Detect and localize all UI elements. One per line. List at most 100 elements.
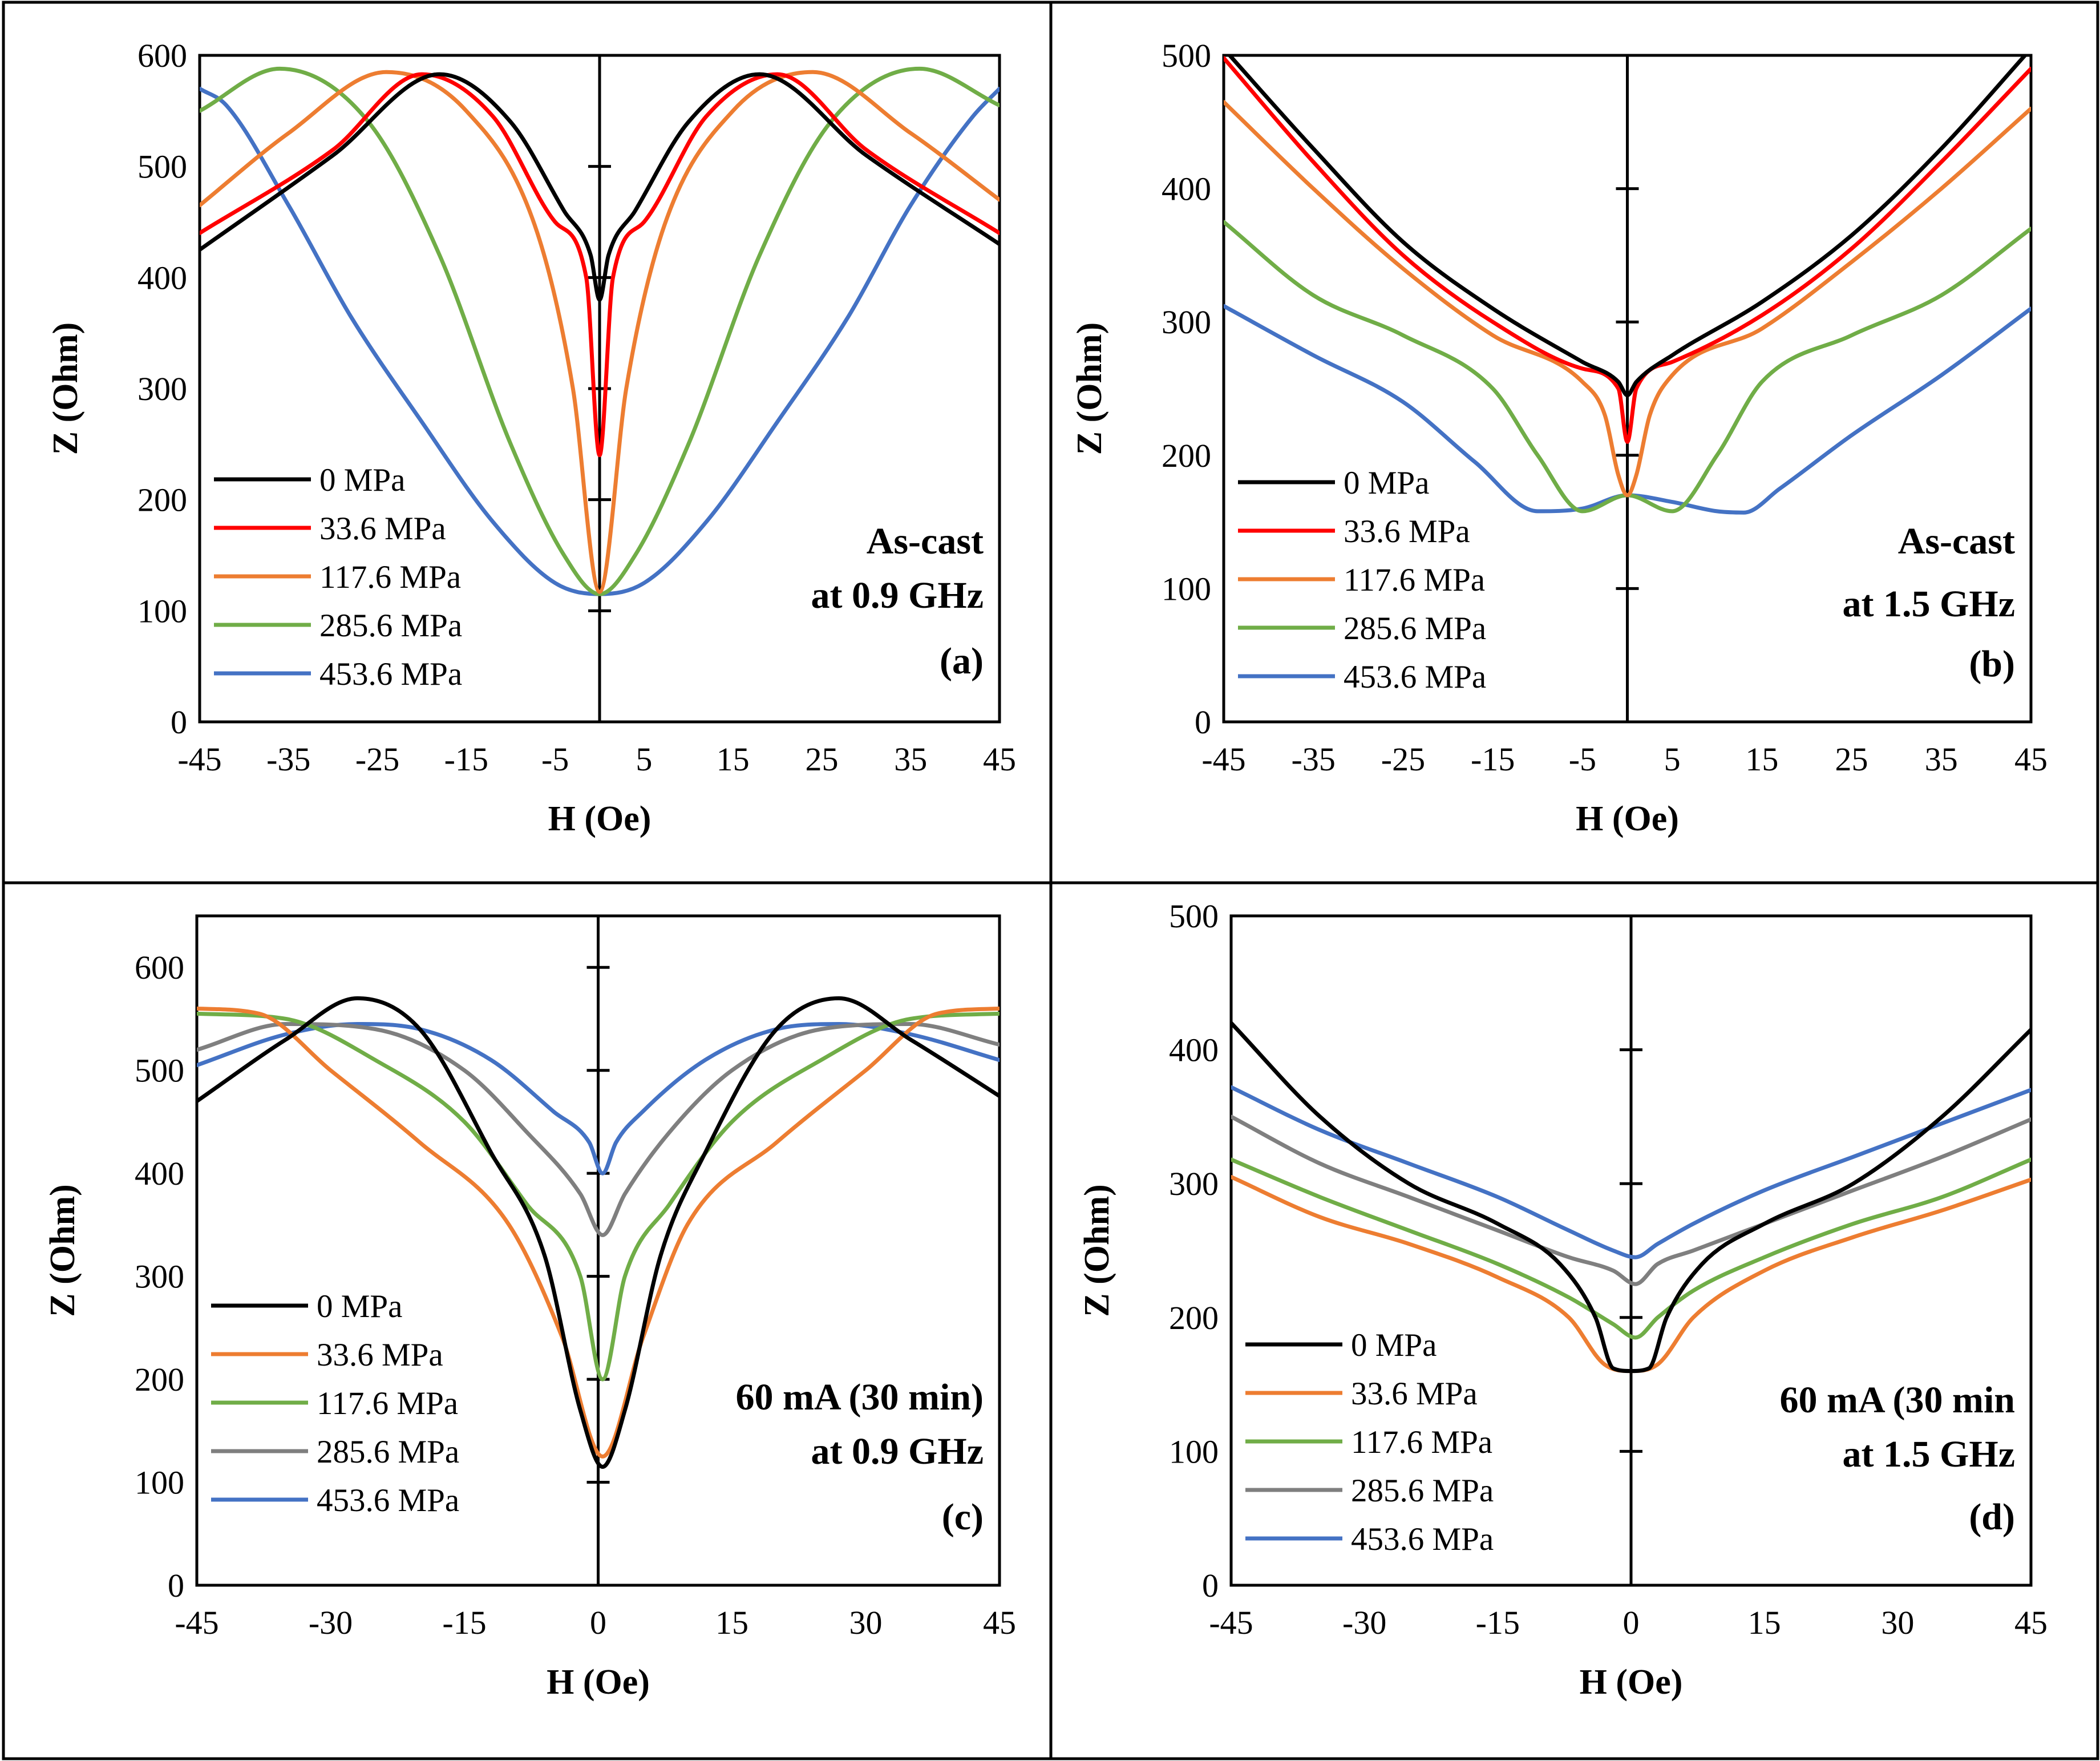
x-tick-label: 45: [2014, 1604, 2048, 1641]
x-tick-label: 45: [983, 741, 1016, 778]
y-tick-label: 300: [135, 1258, 184, 1295]
x-tick-label: -25: [1381, 741, 1425, 778]
x-tick-label: 5: [636, 741, 652, 778]
y-tick-label: 100: [137, 592, 187, 629]
panel-annotation: As-cast: [1898, 520, 2015, 562]
y-tick-label: 100: [1162, 570, 1211, 607]
x-tick-label: -30: [1342, 1604, 1386, 1641]
y-tick-label: 500: [137, 148, 187, 185]
panel-b: 0 100 200 300 400 500 -45 -35 -25 -15 -5 5 15 25 35 45 H…: [1070, 37, 2048, 838]
x-tick-label: 30: [1881, 1604, 1914, 1641]
legend-label: 0 MPa: [1351, 1327, 1437, 1363]
x-tick-label: -5: [541, 741, 569, 778]
panel-label: (c): [942, 1496, 984, 1538]
series-group: [1224, 55, 2031, 515]
legend-label: 33.6 MPa: [317, 1337, 443, 1373]
x-tick-label: -45: [177, 741, 221, 778]
legend-label: 453.6 MPa: [1351, 1521, 1494, 1557]
series-line-0-mpa: [1227, 55, 2028, 398]
y-tick-label: 100: [1169, 1433, 1219, 1470]
series-line-33-6-mpa: [200, 72, 1000, 458]
x-tick-label: 45: [2014, 741, 2048, 778]
x-tick-label: 15: [1745, 741, 1778, 778]
x-tick-label: -15: [442, 1604, 486, 1641]
x-tick-label: 25: [805, 741, 838, 778]
y-tick-label: 400: [1169, 1032, 1219, 1069]
legend-label: 117.6 MPa: [1351, 1424, 1492, 1460]
x-tick-label: 0: [590, 1604, 606, 1641]
y-tick-label: 400: [137, 259, 187, 296]
legend-label: 117.6 MPa: [319, 559, 461, 595]
y-tick-label: 400: [1162, 171, 1211, 208]
panel-annotation: at 1.5 GHz: [1843, 1433, 2015, 1475]
x-tick-label: -15: [1476, 1604, 1520, 1641]
y-axis-title: Z (Ohm): [1078, 1184, 1116, 1317]
x-tick-label: 15: [1748, 1604, 1781, 1641]
series-line-33-6-mpa: [197, 1006, 1000, 1459]
x-axis-title: H (Oe): [547, 1663, 650, 1702]
legend-label: 0 MPa: [317, 1289, 402, 1324]
x-tick-label: -15: [444, 741, 488, 778]
series-line-453-6-mpa: [197, 1022, 1000, 1176]
series-line-0-mpa: [200, 72, 1000, 302]
y-tick-label: 0: [168, 1567, 184, 1604]
y-tick-label: 500: [1169, 898, 1219, 935]
legend-label: 33.6 MPa: [319, 511, 446, 547]
series-line-285-6-mpa: [197, 1022, 1000, 1237]
x-axis-title: H (Oe): [1580, 1663, 1683, 1702]
x-tick-label: 45: [983, 1604, 1016, 1641]
legend-label: 117.6 MPa: [317, 1386, 458, 1421]
y-tick-label: 200: [135, 1361, 184, 1398]
x-tick-label: -15: [1471, 741, 1515, 778]
series-line-0-mpa: [1231, 1021, 2031, 1374]
y-axis-title: Z (Ohm): [1070, 322, 1109, 455]
y-tick-label: 200: [1162, 437, 1211, 474]
y-tick-label: 200: [1169, 1299, 1219, 1336]
x-tick-label: -25: [355, 741, 399, 778]
y-tick-label: 500: [135, 1052, 184, 1089]
legend: 0 MPa 33.6 MPa 117.6 MPa 285.6 MPa 453.6 MPa: [211, 1289, 459, 1518]
x-tick-label: 35: [894, 741, 927, 778]
series-line-0-mpa: [197, 996, 1000, 1469]
series-line-117-6-mpa: [1224, 100, 2031, 498]
series-line-117-6-mpa: [200, 70, 1000, 594]
x-tick-label: 5: [1664, 741, 1681, 778]
legend-label: 285.6 MPa: [1344, 611, 1486, 647]
y-axis-title: Z (Ohm): [46, 322, 85, 455]
series-group: [1231, 1021, 2031, 1374]
series-group: [197, 996, 1000, 1469]
series-line-453-6-mpa: [1231, 1085, 2031, 1259]
x-tick-label: -5: [1569, 741, 1596, 778]
legend-label: 33.6 MPa: [1344, 514, 1470, 550]
legend-label: 453.6 MPa: [1344, 659, 1486, 695]
legend-label: 453.6 MPa: [319, 656, 462, 692]
y-tick-label: 0: [1202, 1567, 1219, 1604]
y-tick-label: 600: [135, 949, 184, 986]
legend-label: 0 MPa: [1344, 465, 1429, 501]
panel-d: 0 100 200 300 400 500 -45 -30 -15 0 15 30 45 H (Oe) Z …: [1078, 898, 2048, 1702]
y-tick-label: 300: [1162, 304, 1211, 341]
series-line-33-6-mpa: [1224, 56, 2031, 444]
legend-label: 33.6 MPa: [1351, 1376, 1478, 1412]
legend: 0 MPa 33.6 MPa 117.6 MPa 285.6 MPa 453.6 MPa: [1238, 465, 1486, 695]
panel-label: (b): [1969, 643, 2015, 685]
panel-label: (d): [1969, 1496, 2015, 1538]
y-tick-label: 0: [1195, 704, 1211, 741]
x-tick-label: -35: [266, 741, 310, 778]
y-tick-label: 0: [171, 704, 187, 741]
panel-label: (a): [940, 640, 984, 682]
series-group: [200, 66, 1000, 596]
x-tick-label: 25: [1835, 741, 1868, 778]
x-axis-title: H (Oe): [1576, 799, 1679, 838]
x-tick-label: 0: [1623, 1604, 1640, 1641]
legend-label: 285.6 MPa: [319, 608, 462, 644]
legend-label: 285.6 MPa: [1351, 1473, 1494, 1509]
legend-label: 0 MPa: [319, 462, 405, 498]
y-tick-label: 400: [135, 1155, 184, 1192]
panel-annotation: 60 mA (30 min: [1780, 1379, 2016, 1421]
x-tick-label: -35: [1292, 741, 1336, 778]
y-tick-label: 500: [1162, 37, 1211, 74]
